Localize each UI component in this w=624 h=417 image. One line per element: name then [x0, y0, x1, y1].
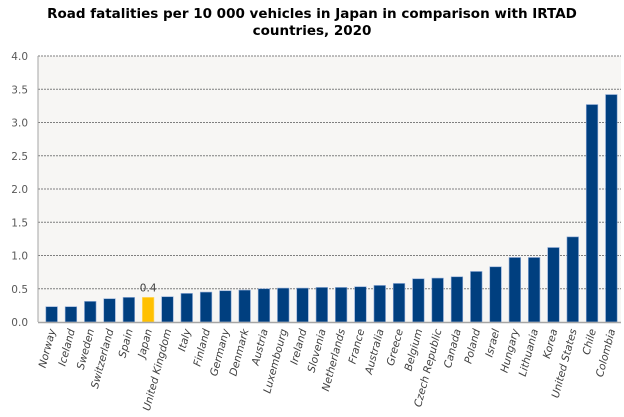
bar-iceland	[64, 306, 78, 323]
bar-canada	[450, 276, 464, 323]
bar-lithuania	[528, 257, 541, 323]
bar-united-states	[566, 236, 579, 323]
chart-title-line-1: Road fatalities per 10 000 vehicles in J…	[47, 6, 577, 22]
bar-japan	[142, 297, 155, 323]
bar-norway	[45, 306, 58, 323]
bar-netherlands	[335, 287, 348, 323]
x-tick-label: Spain	[117, 328, 136, 359]
bar-luxembourg	[277, 287, 290, 323]
x-tick-label: Poland	[462, 327, 483, 365]
bar-austria	[257, 288, 271, 323]
bar-poland	[470, 271, 483, 323]
y-tick-label: 3.5	[11, 84, 28, 96]
bar-ireland	[296, 287, 309, 323]
x-tick-label: Japan	[135, 328, 155, 361]
chart-title: Road fatalities per 10 000 vehicles in J…	[0, 6, 624, 40]
x-tick-label: Korea	[541, 328, 560, 360]
bar-sweden	[84, 301, 97, 323]
x-tick-label: Finland	[191, 327, 213, 367]
bar-switzerland	[103, 298, 116, 323]
y-tick-label: 0.5	[11, 284, 28, 296]
bar-greece	[392, 283, 406, 323]
bar-spain	[122, 297, 135, 323]
x-tick-label: Australia	[363, 328, 387, 377]
chart-title-line-2: countries, 2020	[252, 23, 372, 39]
y-tick-label: 0.0	[11, 317, 28, 329]
bar-slovenia	[315, 287, 328, 323]
bar-colombia	[605, 94, 618, 323]
data-labels: 0.4	[140, 282, 157, 294]
bar-denmark	[238, 289, 251, 323]
y-axis-ticks: 0.0 0.5 1.0 1.5 2.0 2.5 3.0 3.5 4.0	[11, 51, 28, 329]
bar-czech-republic	[431, 277, 444, 323]
bar-israel	[489, 266, 502, 323]
data-label: 0.4	[140, 282, 157, 294]
x-tick-label: Greece	[385, 328, 406, 367]
x-tick-label: France	[347, 328, 368, 366]
x-tick-label: Canada	[442, 328, 464, 370]
bar-united-kingdom	[161, 296, 174, 323]
bar-hungary	[508, 257, 521, 323]
y-tick-label: 2.0	[11, 184, 28, 196]
x-tick-label: Ireland	[288, 327, 309, 366]
x-tick-label: Italy	[176, 327, 194, 353]
y-tick-label: 3.0	[11, 118, 28, 130]
x-tick-label: Israel	[483, 328, 502, 359]
x-tick-label: Norway	[37, 327, 59, 369]
bar-italy	[180, 293, 193, 323]
y-tick-label: 4.0	[11, 51, 28, 63]
x-tick-label: Sweden	[75, 328, 97, 371]
bar-germany	[219, 290, 232, 323]
y-tick-label: 1.5	[11, 217, 28, 229]
y-tick-label: 1.0	[11, 251, 28, 263]
y-tick-label: 2.5	[11, 151, 28, 163]
x-tick-label: Chile	[581, 328, 599, 356]
x-tick-label: Iceland	[56, 327, 78, 367]
gridlines	[38, 55, 621, 290]
bar-australia	[373, 285, 386, 323]
bar-finland	[199, 291, 213, 323]
bar-france	[354, 286, 367, 323]
bar-chile	[585, 104, 599, 323]
x-tick-label: Austria	[249, 328, 270, 368]
bars	[45, 94, 618, 323]
bar-belgium	[412, 278, 425, 323]
bar-korea	[547, 247, 560, 323]
